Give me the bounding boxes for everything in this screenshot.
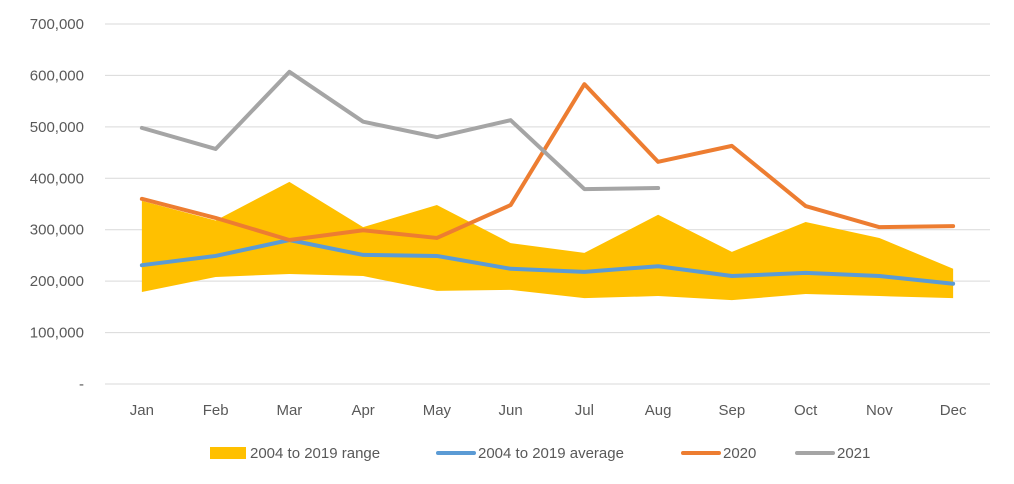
x-tick-label: Oct bbox=[794, 402, 818, 419]
y-tick-label: 100,000 bbox=[30, 325, 84, 342]
x-tick-label: Dec bbox=[940, 402, 967, 419]
y-axis: - 100,000 200,000 300,000 400,000 500,000 600,… bbox=[30, 16, 84, 393]
legend-label: 2004 to 2019 average bbox=[478, 445, 624, 462]
x-tick-label: Mar bbox=[276, 402, 302, 419]
x-tick-label: Aug bbox=[645, 402, 672, 419]
legend-label: 2004 to 2019 range bbox=[250, 445, 380, 462]
legend-item: 2004 to 2019 average bbox=[436, 445, 624, 462]
y-tick-label: 600,000 bbox=[30, 67, 84, 84]
y-tick-label: 300,000 bbox=[30, 222, 84, 239]
x-tick-label: May bbox=[423, 402, 452, 419]
x-tick-label: Jun bbox=[499, 402, 523, 419]
x-tick-label: Apr bbox=[351, 402, 374, 419]
legend-label: 2020 bbox=[723, 445, 756, 462]
x-tick-label: Jan bbox=[130, 402, 154, 419]
range-area bbox=[141, 181, 954, 301]
y-tick-label: 700,000 bbox=[30, 16, 84, 33]
legend-item: 2004 to 2019 range bbox=[210, 445, 380, 462]
y-tick-label: 500,000 bbox=[30, 119, 84, 136]
x-tick-label: Feb bbox=[203, 402, 229, 419]
series-line-2004-to-2019-average bbox=[139, 238, 956, 286]
y-tick-label: - bbox=[79, 376, 84, 393]
series-line-2020 bbox=[139, 82, 956, 242]
series-line-2021 bbox=[139, 69, 661, 192]
x-axis: Jan Feb Mar Apr May Jun Jul Aug Sep Oct Nov Dec bbox=[130, 402, 967, 419]
legend-label: 2021 bbox=[837, 445, 870, 462]
gridlines bbox=[105, 23, 990, 385]
x-tick-label: Jul bbox=[575, 402, 594, 419]
y-tick-label: 200,000 bbox=[30, 273, 84, 290]
y-tick-label: 400,000 bbox=[30, 170, 84, 187]
series-lines bbox=[139, 69, 956, 286]
range-band bbox=[141, 181, 954, 301]
legend-item: 2021 bbox=[795, 445, 870, 462]
legend-item: 2020 bbox=[681, 445, 756, 462]
legend-swatch-area bbox=[210, 447, 246, 459]
x-tick-label: Sep bbox=[719, 402, 746, 419]
legend: 2004 to 2019 range 2004 to 2019 average 20… bbox=[210, 445, 870, 462]
x-tick-label: Nov bbox=[866, 402, 893, 419]
